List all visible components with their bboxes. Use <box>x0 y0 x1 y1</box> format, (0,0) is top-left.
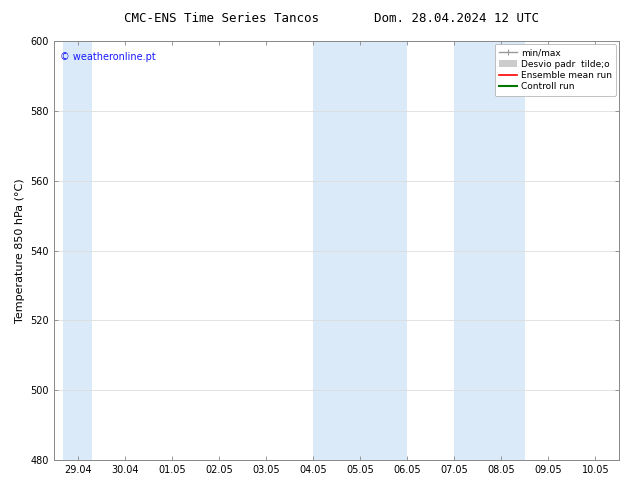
Bar <box>63 41 92 460</box>
Y-axis label: Temperature 850 hPa (°C): Temperature 850 hPa (°C) <box>15 178 25 323</box>
Bar <box>454 41 525 460</box>
Text: CMC-ENS Time Series Tancos: CMC-ENS Time Series Tancos <box>124 12 320 25</box>
Legend: min/max, Desvio padr  tilde;o, Ensemble mean run, Controll run: min/max, Desvio padr tilde;o, Ensemble m… <box>495 44 616 96</box>
Bar <box>313 41 407 460</box>
Text: © weatheronline.pt: © weatheronline.pt <box>60 51 155 62</box>
Text: Dom. 28.04.2024 12 UTC: Dom. 28.04.2024 12 UTC <box>374 12 539 25</box>
